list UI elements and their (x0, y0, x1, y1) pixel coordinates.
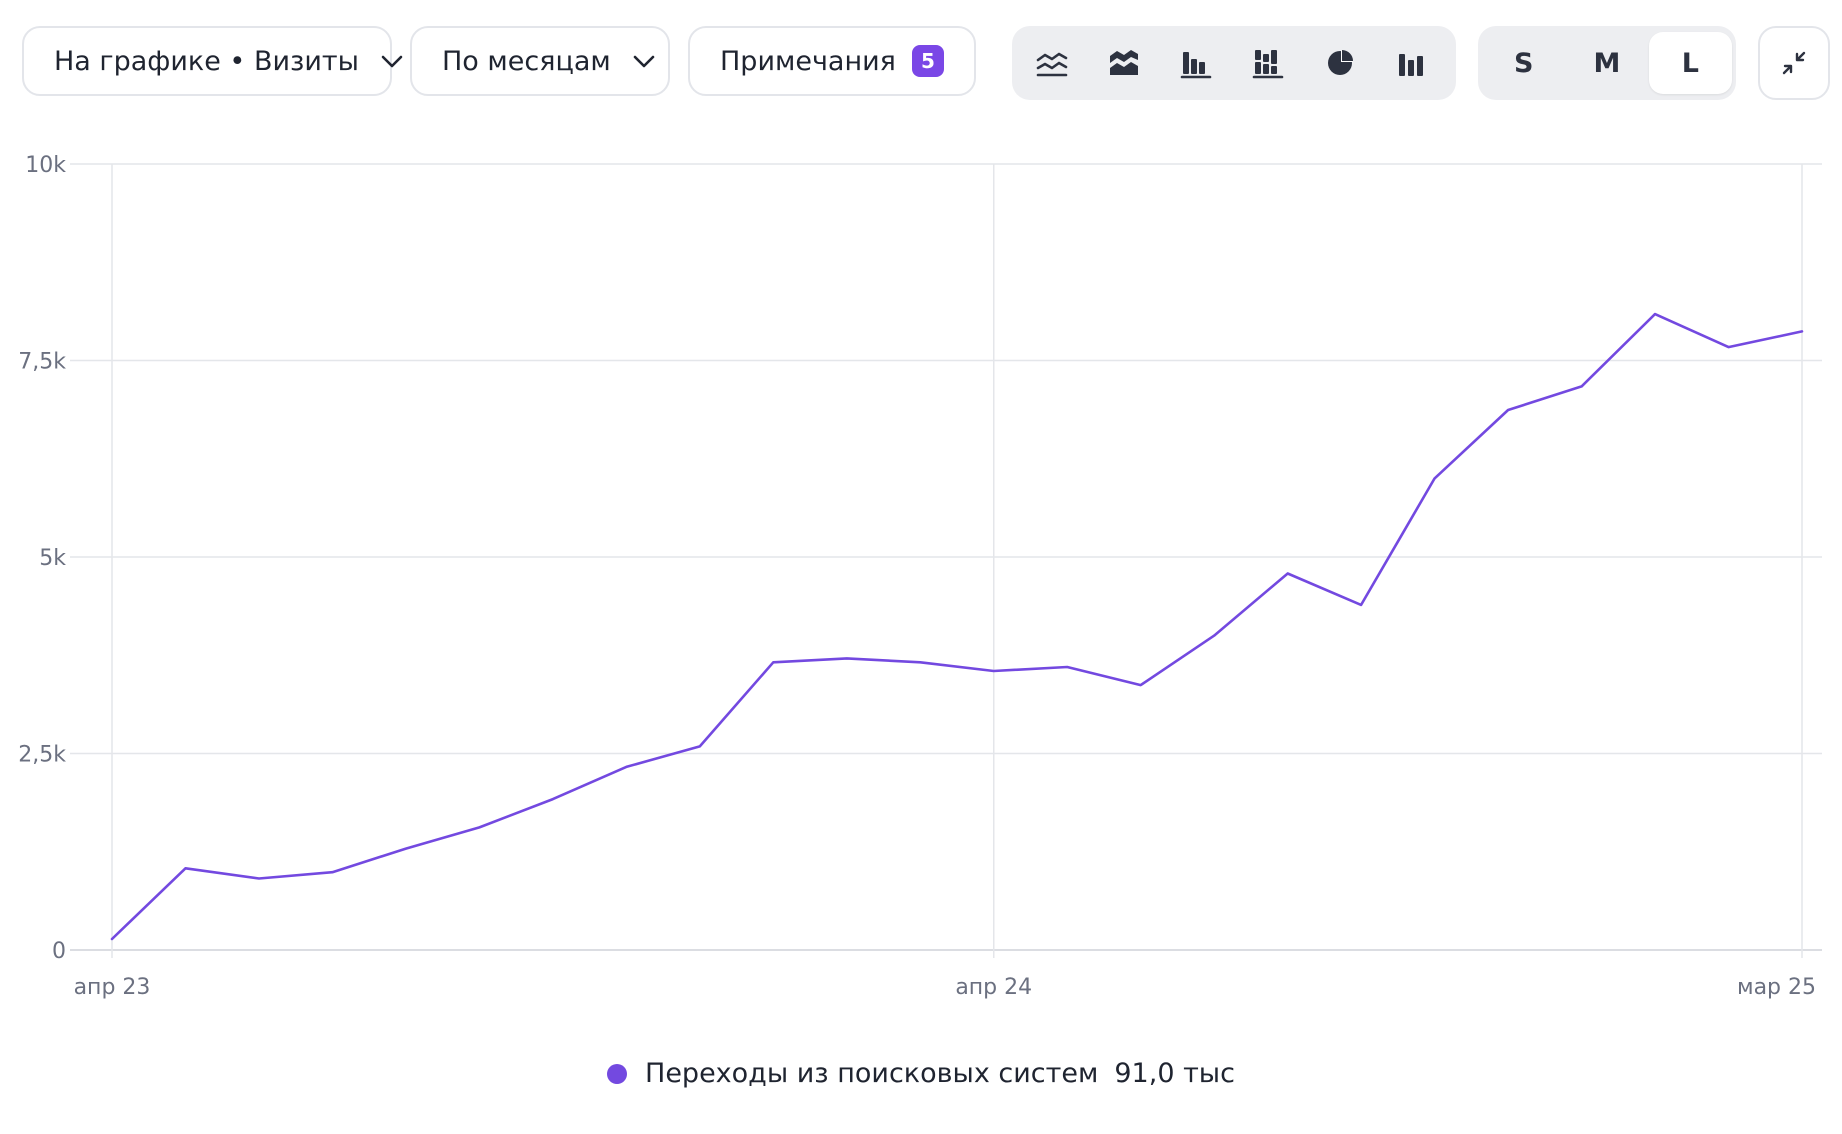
size-switcher: S M L (1478, 26, 1736, 100)
period-select-label: По месяцам (442, 45, 611, 77)
chart-type-stacked-bar[interactable] (1232, 32, 1304, 94)
y-axis-ticks: 0 2,5k 5k 7,5k 10k (18, 153, 66, 964)
chart-toolbar: На графике • Визиты По месяцам Примечани… (22, 26, 1830, 100)
chart-legend: Переходы из поисковых систем 91,0 тыс (0, 1058, 1842, 1089)
x-tick-label: мар 25 (1737, 975, 1816, 1000)
x-tick-label: апр 24 (955, 975, 1032, 1000)
y-tick-label: 5k (39, 546, 66, 571)
notes-count-badge: 5 (911, 45, 944, 77)
chart-type-pie[interactable] (1304, 32, 1376, 94)
chevron-down-icon (379, 48, 405, 74)
bar-chart-icon (1180, 52, 1212, 79)
size-l-button[interactable]: L (1648, 32, 1732, 94)
notes-button[interactable]: Примечания 5 (688, 26, 976, 96)
series-line[interactable] (110, 312, 1804, 941)
y-tick-label: 7,5k (18, 350, 66, 375)
column-chart-icon (1399, 54, 1423, 76)
chart-type-column[interactable] (1376, 32, 1448, 94)
period-select[interactable]: По месяцам (410, 26, 670, 96)
legend-marker (607, 1063, 628, 1084)
x-axis-ticks: апр 23 апр 24 мар 25 (74, 975, 1816, 1000)
grid (70, 163, 1822, 958)
stacked-area-icon (1110, 50, 1138, 75)
stacked-bar-icon (1252, 50, 1284, 79)
chevron-down-icon (631, 48, 657, 74)
x-tick-label: апр 23 (74, 975, 151, 1000)
pie-chart-icon (1328, 50, 1353, 75)
chart-type-bar[interactable] (1160, 32, 1232, 94)
size-m-button[interactable]: M (1593, 47, 1621, 79)
legend-series-total: 91,0 тыс (1114, 1058, 1235, 1089)
chart-type-line[interactable] (1016, 32, 1088, 94)
line-chart-icon (1036, 52, 1068, 77)
chart-type-switcher (1012, 26, 1456, 100)
notes-label: Примечания (720, 45, 896, 77)
line-chart: 0 2,5k 5k 7,5k 10k апр 23 апр 24 мар 25 (18, 153, 1822, 1000)
y-tick-label: 10k (25, 153, 66, 178)
chart-type-stacked-area[interactable] (1088, 32, 1160, 94)
legend-series-label[interactable]: Переходы из поисковых систем (645, 1058, 1099, 1089)
metric-select-label: На графике • Визиты (54, 45, 359, 77)
y-tick-label: 0 (52, 939, 66, 964)
y-tick-label: 2,5k (18, 743, 66, 768)
metric-select[interactable]: На графике • Визиты (22, 26, 403, 96)
series-layer (110, 312, 1804, 941)
collapse-button[interactable] (1758, 26, 1830, 100)
size-s-button[interactable]: S (1513, 47, 1534, 79)
collapse-icon (1782, 51, 1806, 75)
